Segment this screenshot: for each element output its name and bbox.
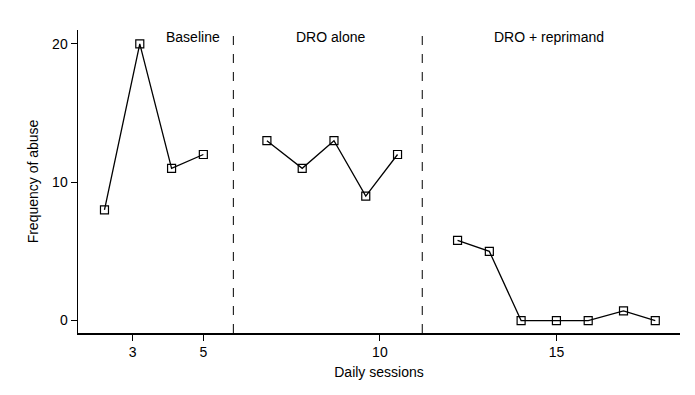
svg-text:10: 10	[372, 344, 388, 360]
svg-text:Baseline: Baseline	[166, 29, 220, 45]
svg-text:0: 0	[60, 312, 68, 328]
svg-text:15: 15	[549, 344, 565, 360]
svg-text:5: 5	[199, 344, 207, 360]
svg-text:10: 10	[52, 174, 68, 190]
svg-text:Frequency of abuse: Frequency of abuse	[25, 119, 41, 243]
svg-text:Daily sessions: Daily sessions	[334, 364, 423, 380]
svg-text:DRO + reprimand: DRO + reprimand	[494, 29, 604, 45]
svg-text:3: 3	[129, 344, 137, 360]
svg-text:DRO alone: DRO alone	[296, 29, 365, 45]
svg-text:20: 20	[52, 36, 68, 52]
